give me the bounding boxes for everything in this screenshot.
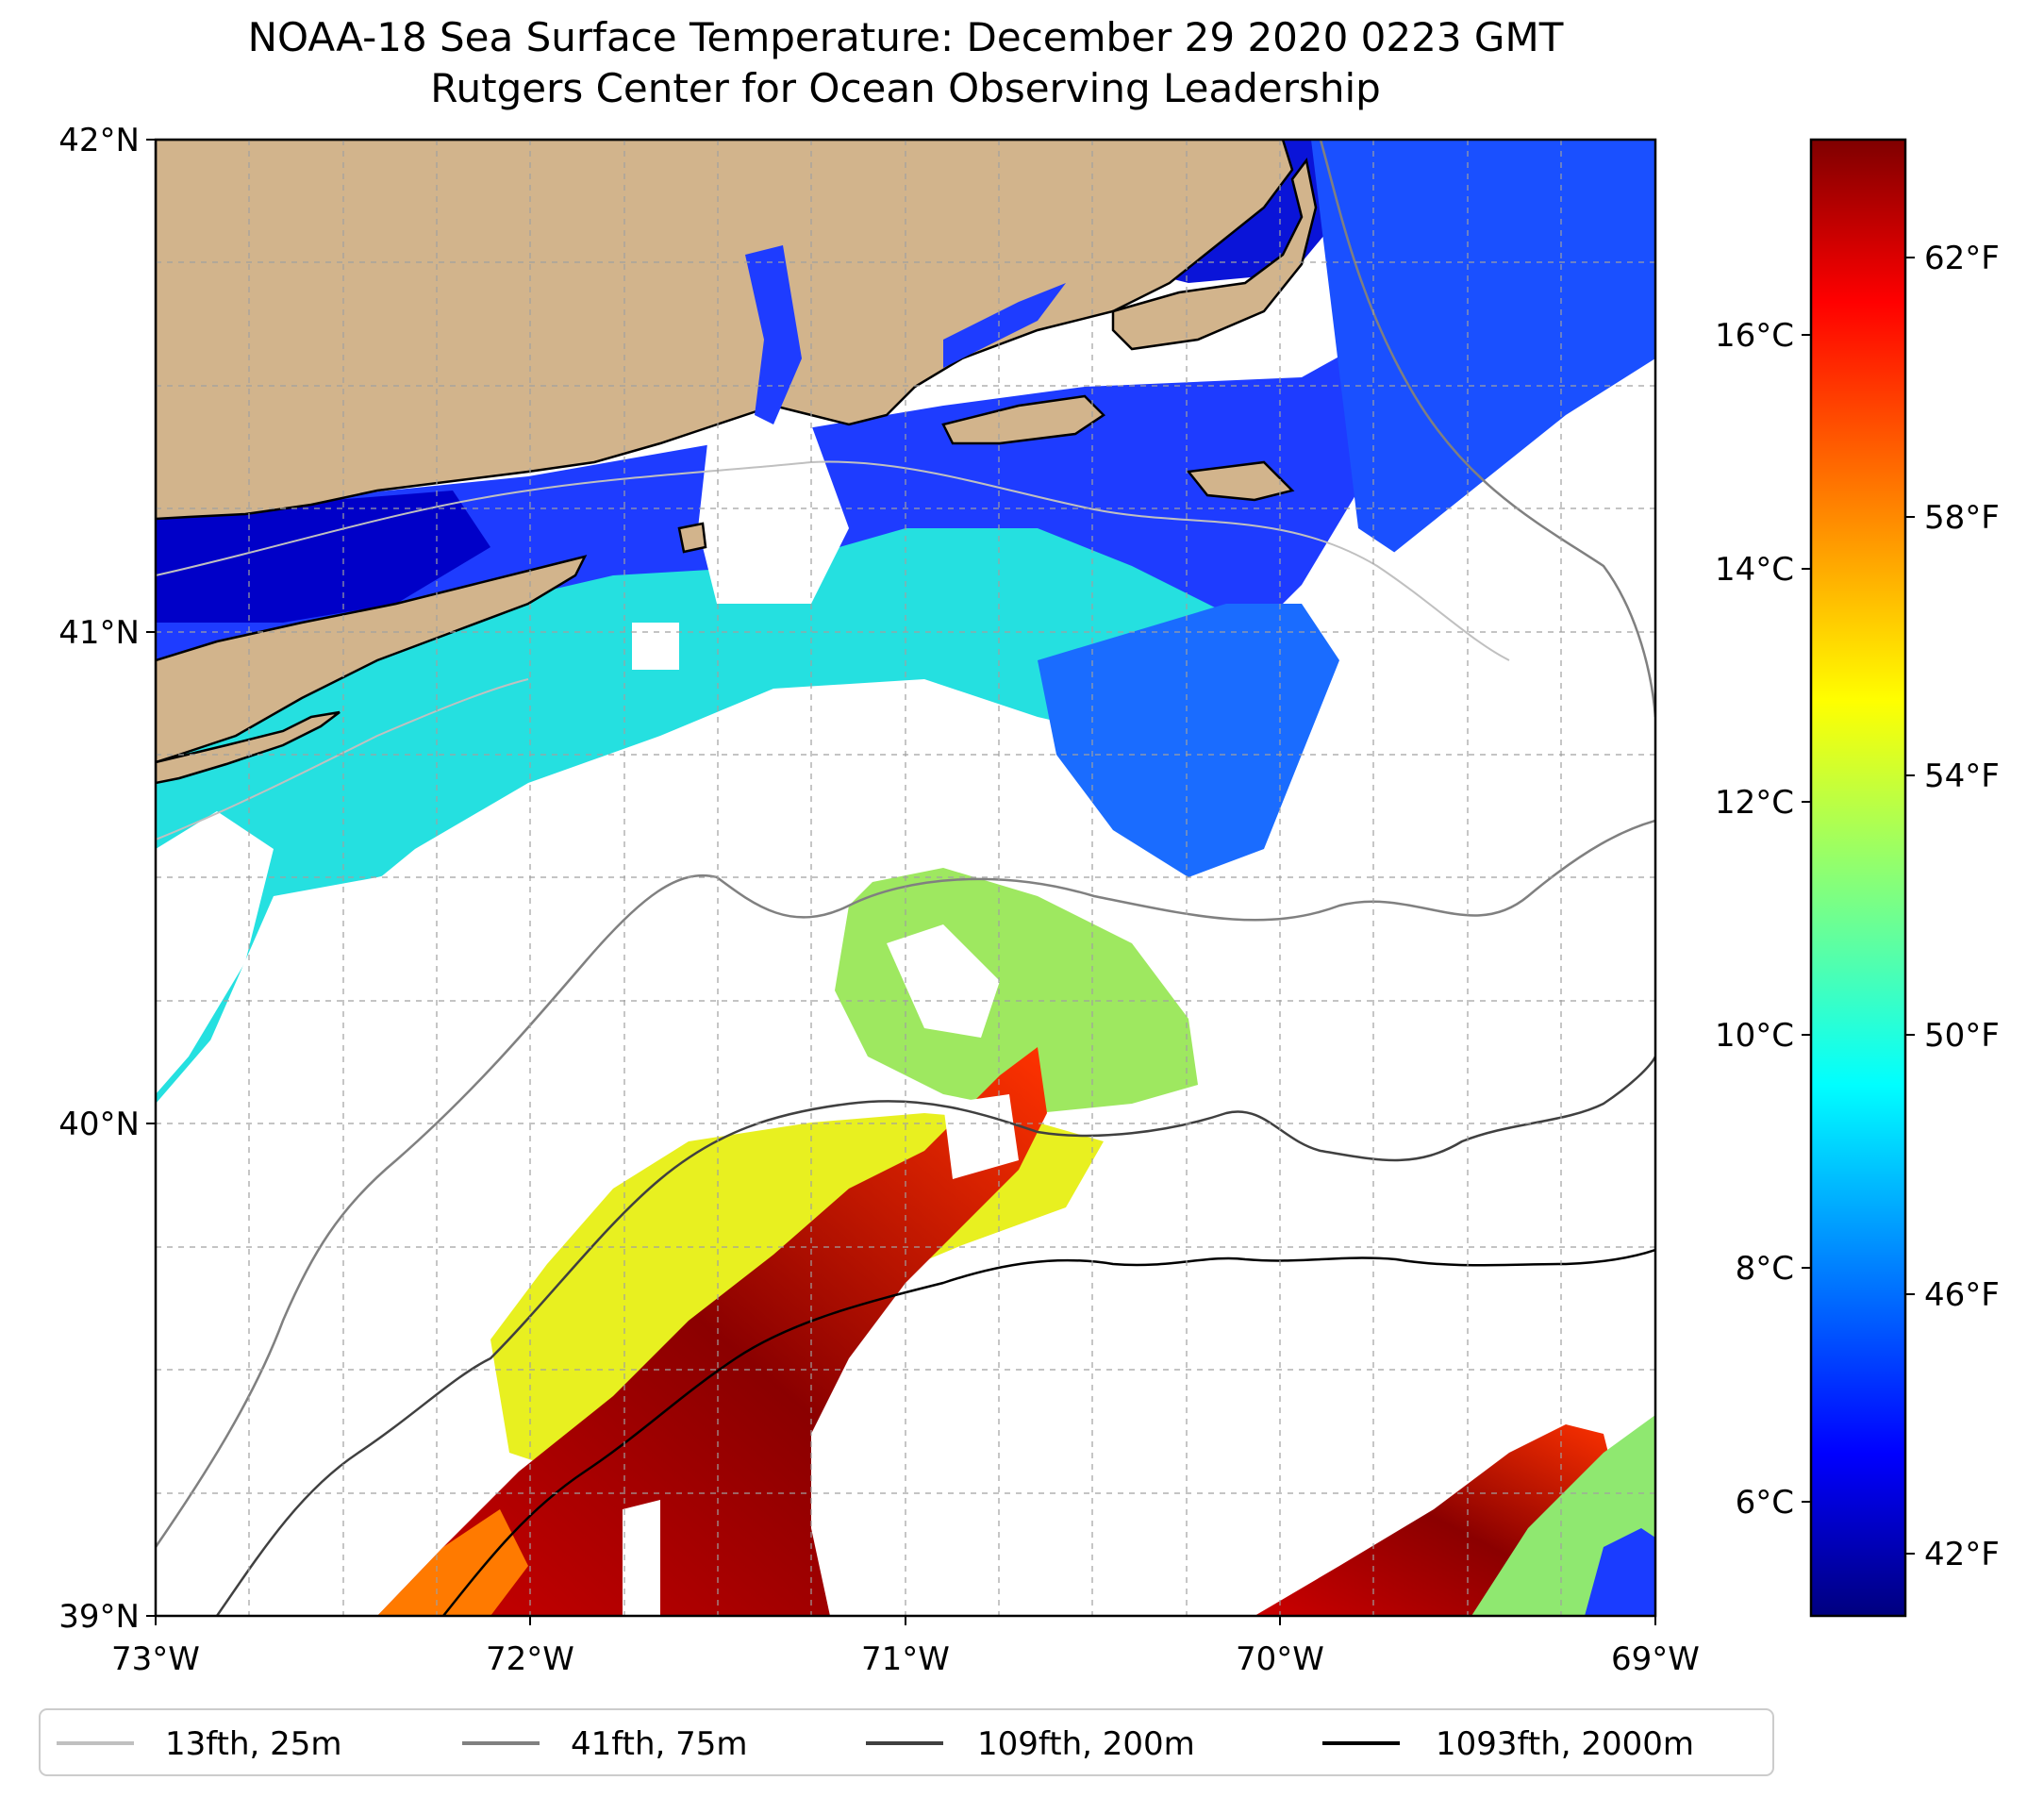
legend-label: 13fth, 25m xyxy=(165,1725,342,1763)
sst-region-cyan xyxy=(156,528,1273,1104)
isobath-2000m xyxy=(442,1248,1655,1616)
lat-tick-label: 41°N xyxy=(58,614,140,652)
celsius-tick-label: 8°C xyxy=(1736,1250,1794,1288)
fahrenheit-tick-label: 50°F xyxy=(1924,1017,2000,1055)
land-marthas-vineyard xyxy=(941,394,1105,445)
celsius-tick-label: 12°C xyxy=(1715,784,1794,822)
fahrenheit-tick-label: 42°F xyxy=(1924,1536,2000,1573)
isobath-25m-b xyxy=(156,678,529,840)
isobath-75m xyxy=(156,819,1655,1548)
cloud-gap-1 xyxy=(156,811,274,1094)
chart-title: NOAA-18 Sea Surface Temperature: Decembe… xyxy=(248,14,1564,60)
land-cape-cod xyxy=(1111,158,1318,351)
narragansett-bay xyxy=(745,245,802,424)
legend-item: 41fth, 75m xyxy=(462,1725,748,1763)
legend-label: 1093fth, 2000m xyxy=(1436,1725,1694,1763)
gridlines xyxy=(156,140,1655,1616)
sst-region-dark-blue-2 xyxy=(156,491,490,623)
lat-tick-label: 42°N xyxy=(58,122,140,159)
lat-tick-label: 39°N xyxy=(58,1598,140,1636)
lon-axis: 73°W 72°W 71°W 70°W 69°W xyxy=(111,1616,1700,1678)
isobath-200m xyxy=(215,1056,1655,1616)
celsius-axis: 6°C 8°C 10°C 12°C 14°C 16°C xyxy=(1715,317,1811,1522)
lon-tick-label: 73°W xyxy=(111,1640,200,1678)
chart-subtitle: Rutgers Center for Ocean Observing Leade… xyxy=(430,65,1381,111)
fahrenheit-tick-label: 46°F xyxy=(1924,1276,2000,1314)
celsius-tick-label: 14°C xyxy=(1715,551,1794,589)
isobaths xyxy=(156,140,1655,1616)
lat-axis: 42°N 41°N 40°N 39°N xyxy=(58,122,156,1636)
map-panel xyxy=(156,140,1655,1616)
legend-label: 109fth, 200m xyxy=(977,1725,1195,1763)
legend-item: 109fth, 200m xyxy=(866,1725,1195,1763)
lon-tick-label: 69°W xyxy=(1611,1640,1700,1678)
legend-label: 41fth, 75m xyxy=(571,1725,748,1763)
land-long-island xyxy=(156,555,588,764)
sst-region-warm xyxy=(377,1047,1047,1616)
colorbar: 6°C 8°C 10°C 12°C 14°C 16°C 42°F 46°F 50… xyxy=(1715,138,2000,1618)
colorbar-gradient xyxy=(1809,138,1907,1618)
sst-region-blue-east xyxy=(1311,140,1655,566)
lon-tick-label: 70°W xyxy=(1236,1640,1324,1678)
cloud-gap-10 xyxy=(830,1358,1170,1616)
cloud-gap-4 xyxy=(887,924,1000,1038)
legend-item: 13fth, 25m xyxy=(57,1725,342,1763)
sst-region-southeast-blue xyxy=(1585,1528,1655,1616)
land-nantucket xyxy=(1186,460,1295,502)
lon-tick-label: 72°W xyxy=(486,1640,574,1678)
cloud-gap-2 xyxy=(156,830,641,1283)
cloud-gap-5 xyxy=(1066,868,1655,1616)
lon-tick-label: 71°W xyxy=(861,1640,950,1678)
coastal-inlets xyxy=(745,245,1066,424)
cloud-gap-12 xyxy=(623,1500,660,1616)
fahrenheit-tick-label: 58°F xyxy=(1924,499,2000,537)
legend-item: 1093fth, 2000m xyxy=(1322,1725,1694,1763)
cloud-gap-6 xyxy=(1358,358,1655,887)
lat-tick-label: 40°N xyxy=(58,1106,140,1143)
fahrenheit-tick-label: 54°F xyxy=(1924,757,2000,795)
fahrenheit-axis: 42°F 46°F 50°F 54°F 58°F 62°F xyxy=(1905,240,2000,1573)
sst-region-blue-mid xyxy=(1038,604,1339,877)
cloud-gap-9 xyxy=(156,1358,472,1616)
land xyxy=(156,140,1318,785)
sst-region-orange xyxy=(377,1509,528,1616)
isobath-75m-b xyxy=(1319,140,1655,718)
cloud-gap-11 xyxy=(943,1094,1019,1179)
celsius-tick-label: 16°C xyxy=(1715,317,1794,355)
celsius-tick-label: 6°C xyxy=(1736,1484,1794,1522)
fahrenheit-tick-label: 62°F xyxy=(1924,240,2000,277)
sst-region-green-yellow xyxy=(830,868,1198,1113)
buzzards-bay xyxy=(943,283,1066,368)
celsius-tick-label: 10°C xyxy=(1715,1017,1794,1055)
land-long-island-south xyxy=(156,710,341,785)
cloud-gap-8 xyxy=(632,623,679,670)
legend: 13fth, 25m 41fth, 75m 109fth, 200m 1093f… xyxy=(39,1708,1774,1776)
land-block-island xyxy=(677,522,707,554)
